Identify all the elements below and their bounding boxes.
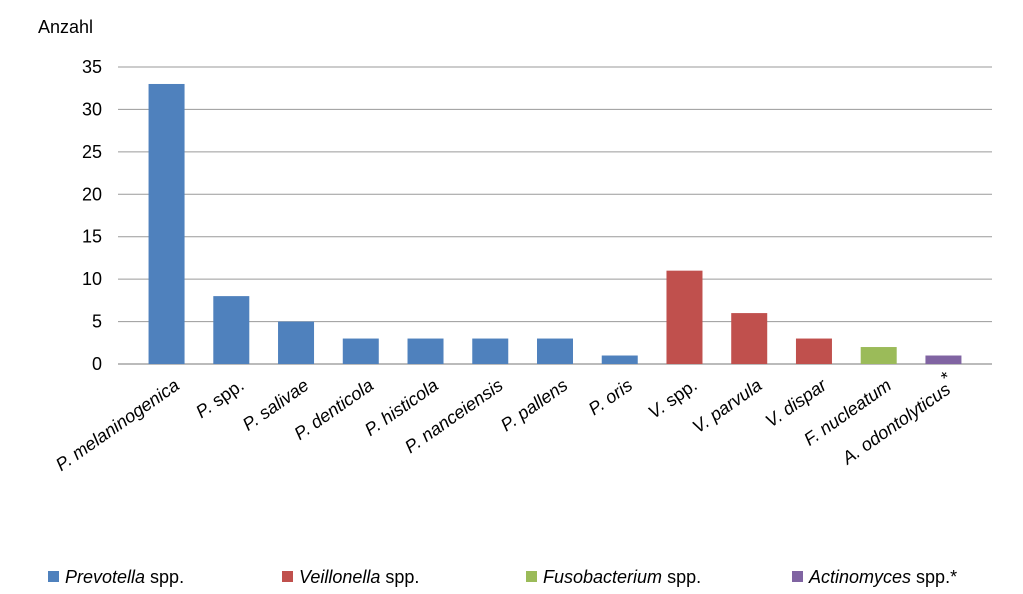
legend-swatch — [48, 571, 59, 582]
bars — [148, 83, 962, 364]
y-axis-ticks: 0 5 10 15 20 25 30 35 — [82, 57, 102, 374]
y-tick-label: 25 — [82, 142, 102, 162]
bar — [795, 338, 832, 364]
legend-swatch — [526, 571, 537, 582]
bar — [148, 83, 185, 364]
legend: Prevotella spp. Veillonella spp. Fusobacte… — [48, 565, 1023, 589]
y-axis-label: Anzahl — [38, 17, 93, 37]
x-tick-label: V. spp. — [644, 375, 700, 423]
legend-label-italic: Prevotella — [65, 567, 146, 587]
legend-label-italic: Fusobacterium — [543, 567, 663, 587]
y-tick-label: 5 — [92, 312, 102, 332]
legend-label-italic: Veillonella — [299, 567, 381, 587]
legend-swatch — [792, 571, 803, 582]
legend-item-fusobacterium: Fusobacterium spp. — [526, 565, 701, 589]
bar — [601, 355, 638, 364]
y-tick-label: 10 — [82, 269, 102, 289]
legend-label-suffix: spp. — [380, 567, 420, 587]
x-tick-label: P. pallens — [497, 375, 571, 435]
bar — [472, 338, 509, 364]
bar — [278, 321, 315, 364]
legend-label-suffix: spp.* — [911, 567, 958, 587]
y-tick-label: 35 — [82, 57, 102, 77]
legend-item-prevotella: Prevotella spp. — [48, 565, 184, 589]
x-tick-label: P. oris — [585, 375, 636, 419]
y-tick-label: 0 — [92, 354, 102, 374]
bar — [407, 338, 444, 364]
legend-label-suffix: spp. — [145, 567, 185, 587]
y-tick-label: 30 — [82, 99, 102, 119]
x-tick-label: P. spp. — [192, 375, 247, 422]
legend-item-veillonella: Veillonella spp. — [282, 565, 419, 589]
bar — [213, 296, 250, 364]
legend-item-actinomyces: Actinomyces spp.* — [792, 565, 957, 589]
legend-swatch — [282, 571, 293, 582]
bar — [731, 313, 768, 364]
gridlines — [118, 66, 992, 365]
bar — [666, 270, 703, 364]
legend-label-italic: Actinomyces — [809, 567, 912, 587]
x-tick-label: P. melaninogenica — [52, 375, 183, 475]
bar — [342, 338, 379, 364]
bar — [537, 338, 573, 364]
x-tick-label: V. parvula — [689, 375, 766, 437]
bar — [925, 355, 962, 364]
y-tick-label: 15 — [82, 227, 102, 247]
legend-label-suffix: spp. — [662, 567, 702, 587]
y-tick-label: 20 — [82, 184, 102, 204]
bar — [860, 347, 897, 364]
